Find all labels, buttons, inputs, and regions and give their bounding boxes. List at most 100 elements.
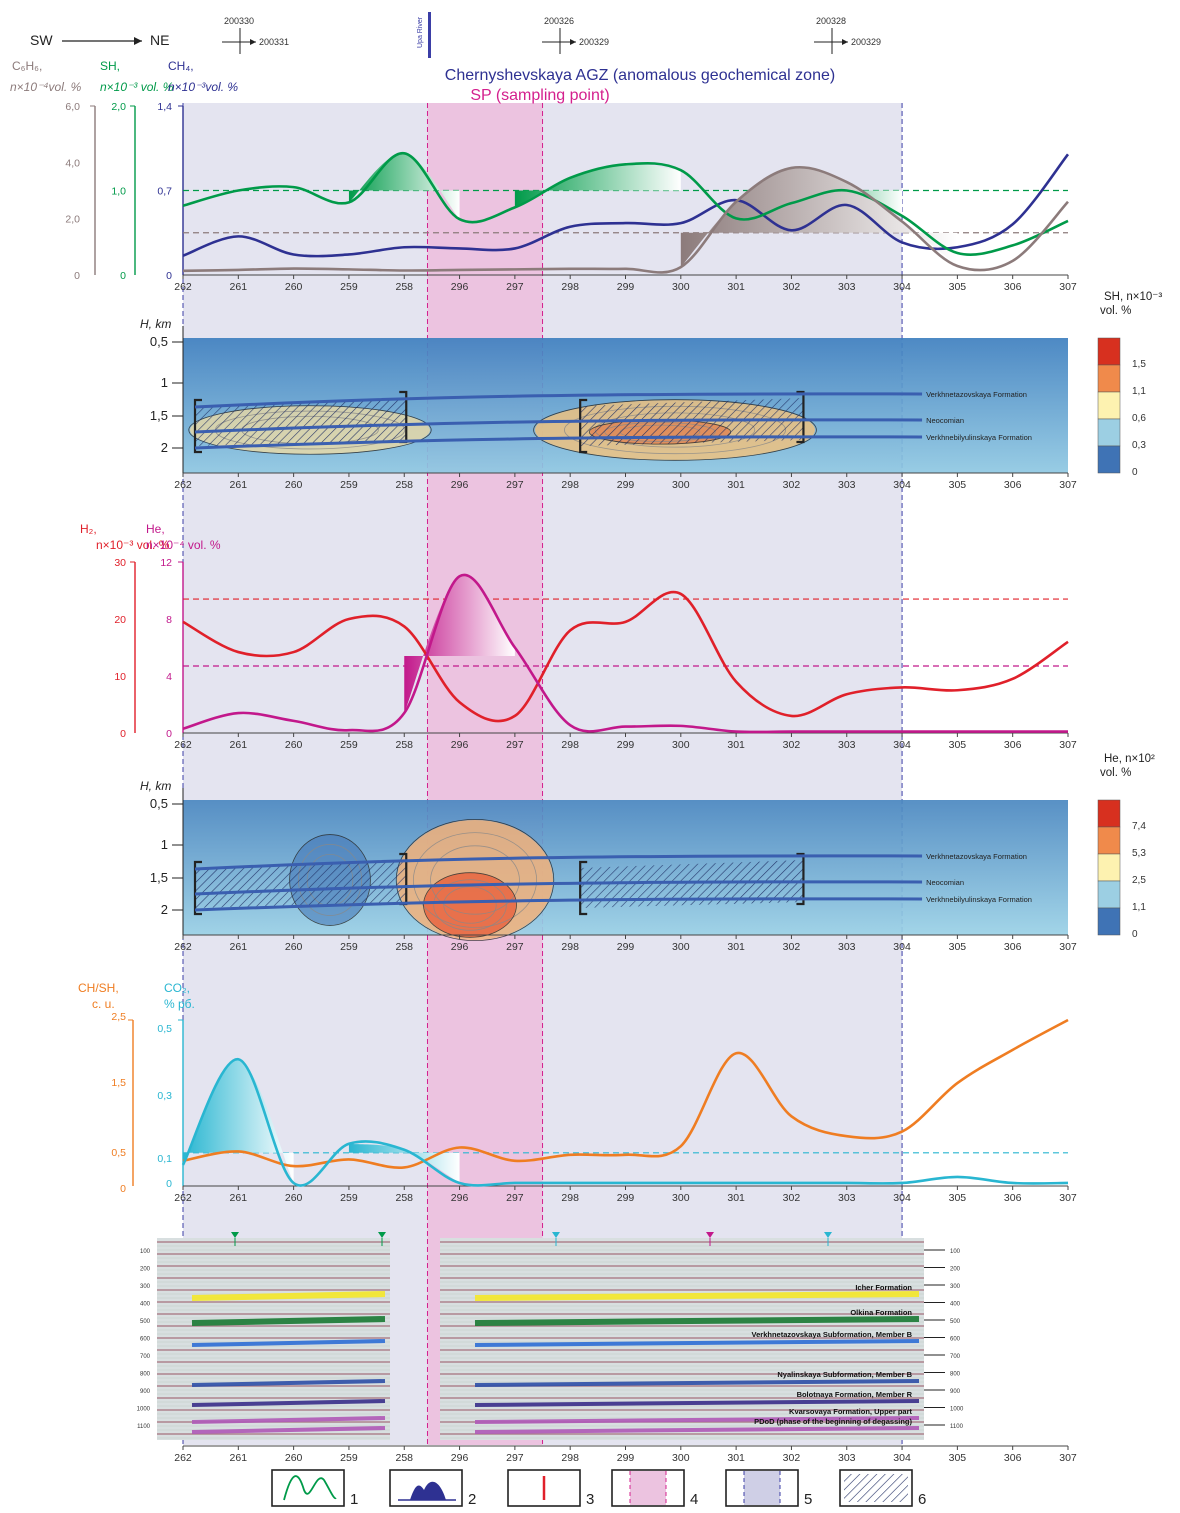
x-tick-label: 297 bbox=[506, 479, 524, 491]
x-tick-label: 301 bbox=[727, 739, 745, 751]
depth-tick-label: 100 bbox=[950, 1249, 961, 1255]
x-tick-label: 306 bbox=[1004, 739, 1022, 751]
depth-tick-label: 1,5 bbox=[150, 408, 168, 423]
legend-number: 6 bbox=[918, 1491, 926, 1508]
x-tick-label: 305 bbox=[949, 281, 967, 293]
formation-line bbox=[194, 392, 923, 409]
horizon-label: Verkhnetazovskaya Subformation, Member B bbox=[752, 1330, 913, 1339]
x-tick-label: 296 bbox=[451, 479, 469, 491]
depth-tick-label: 600 bbox=[950, 1337, 961, 1343]
profile-label: 200329 bbox=[579, 37, 609, 47]
bracket bbox=[579, 398, 588, 454]
x-tick-label: 302 bbox=[783, 479, 801, 491]
depth-tick-label: 1100 bbox=[950, 1424, 964, 1430]
horizon-line bbox=[191, 1399, 386, 1407]
horizon-line bbox=[191, 1426, 386, 1434]
formation-label: Neocomian bbox=[926, 878, 964, 887]
depth-tick-label: 200 bbox=[140, 1267, 151, 1273]
depth-tick-label: 1 bbox=[161, 375, 168, 390]
x-tick-label: 298 bbox=[561, 739, 579, 751]
horizon-line bbox=[474, 1399, 920, 1407]
x-tick-label: 261 bbox=[230, 941, 248, 953]
river-label: Upa River bbox=[417, 16, 424, 48]
series-line bbox=[182, 573, 1068, 734]
panel-top: C₆H₆, n×10⁻⁴vol. % SH, n×10⁻³ vol. % CH₄, n×1… bbox=[10, 59, 1077, 293]
profile-arrowhead bbox=[250, 39, 256, 45]
x-tick-label: 258 bbox=[395, 941, 413, 953]
y-tick-label: 6,0 bbox=[65, 101, 80, 113]
depth-tick-label: 1,5 bbox=[150, 870, 168, 885]
scale-swatch bbox=[1097, 853, 1121, 882]
x-tick-label: 262 bbox=[174, 479, 192, 491]
x-tick-label: 259 bbox=[340, 1452, 358, 1464]
series-line bbox=[182, 1018, 1069, 1169]
x-tick-label: 300 bbox=[672, 941, 690, 953]
horizon-line bbox=[474, 1316, 920, 1326]
x-tick-label: 303 bbox=[838, 1192, 856, 1204]
x-tick-label: 305 bbox=[949, 941, 967, 953]
x-tick-label: 302 bbox=[783, 281, 801, 293]
y-tick-label: 2,5 bbox=[111, 1011, 126, 1023]
y-tick-label: 0,5 bbox=[111, 1147, 126, 1159]
y-tick-label: 0 bbox=[166, 270, 172, 282]
x-tick-label: 262 bbox=[174, 1192, 192, 1204]
depth-tick-label: 100 bbox=[140, 1249, 151, 1255]
scale-swatch bbox=[1097, 418, 1121, 447]
x-tick-label: 302 bbox=[783, 941, 801, 953]
x-tick-label: 299 bbox=[617, 281, 635, 293]
horizon-line bbox=[191, 1339, 386, 1347]
agz-title: Chernyshevskaya AGZ (anomalous geochemic… bbox=[445, 67, 835, 84]
x-tick-label: 299 bbox=[617, 1192, 635, 1204]
panel-seismic: Icher Formation Olkina Formation Verkhneta… bbox=[137, 1232, 1077, 1464]
contour-line bbox=[443, 886, 497, 924]
x-tick-label: 305 bbox=[949, 739, 967, 751]
x-tick-label: 262 bbox=[174, 1452, 192, 1464]
station-marker bbox=[552, 1232, 560, 1238]
x-tick-label: 306 bbox=[1004, 941, 1022, 953]
y-tick-label: 0 bbox=[74, 270, 80, 282]
scale-swatch bbox=[1097, 337, 1121, 366]
x-tick-label: 259 bbox=[340, 281, 358, 293]
scale-swatch bbox=[1097, 391, 1121, 420]
x-tick-label: 303 bbox=[838, 1452, 856, 1464]
scale-swatch bbox=[1097, 880, 1121, 909]
formation-label: Verkhnebilyulinskaya Formation bbox=[926, 895, 1032, 904]
x-tick-label: 298 bbox=[561, 281, 579, 293]
direction-ne: NE bbox=[150, 32, 169, 48]
anomaly-fill bbox=[514, 164, 681, 208]
y-tick-label: 1,5 bbox=[111, 1077, 126, 1089]
x-tick-label: 260 bbox=[285, 479, 303, 491]
axis-unit: n×10⁻³ vol. % bbox=[100, 80, 174, 94]
legend-agz-icon bbox=[744, 1471, 780, 1505]
depth-tick-label: 1 bbox=[161, 837, 168, 852]
contour-line bbox=[412, 832, 538, 928]
horizon-line bbox=[474, 1416, 920, 1424]
section-anomaly bbox=[424, 873, 516, 937]
x-tick-label: 296 bbox=[451, 1192, 469, 1204]
x-tick-label: 300 bbox=[672, 739, 690, 751]
formation-label: Verkhnebilyulinskaya Formation bbox=[926, 433, 1032, 442]
legend-curve-icon bbox=[283, 1475, 337, 1501]
y-tick-label: 4,0 bbox=[65, 157, 80, 169]
horizon-line bbox=[474, 1379, 920, 1387]
x-tick-label: 300 bbox=[672, 1452, 690, 1464]
depth-label: H, km bbox=[140, 779, 171, 793]
x-tick-label: 306 bbox=[1004, 1192, 1022, 1204]
x-tick-label: 297 bbox=[506, 1452, 524, 1464]
x-tick-label: 304 bbox=[893, 1452, 911, 1464]
x-tick-label: 306 bbox=[1004, 479, 1022, 491]
panel-chsh-co2: CH/SH, c. u. CO₂, % рб. 2,5 1,5 0,5 0 0,5 0,3 0,1 0… bbox=[78, 981, 1077, 1204]
contour-line bbox=[533, 399, 817, 461]
y-tick-label: 0,5 bbox=[157, 1023, 172, 1035]
x-tick-label: 302 bbox=[783, 1192, 801, 1204]
horizon-line bbox=[191, 1416, 386, 1424]
legend-box bbox=[271, 1469, 345, 1507]
y-tick-label: 30 bbox=[114, 557, 126, 569]
x-tick-label: 262 bbox=[174, 941, 192, 953]
scale-label: 0 bbox=[1132, 929, 1138, 940]
sp-zone bbox=[427, 103, 543, 1445]
scale-swatch bbox=[1097, 364, 1121, 393]
horizon-line bbox=[191, 1291, 386, 1301]
bracket bbox=[579, 860, 588, 916]
y-tick-label: 0,3 bbox=[157, 1090, 172, 1102]
